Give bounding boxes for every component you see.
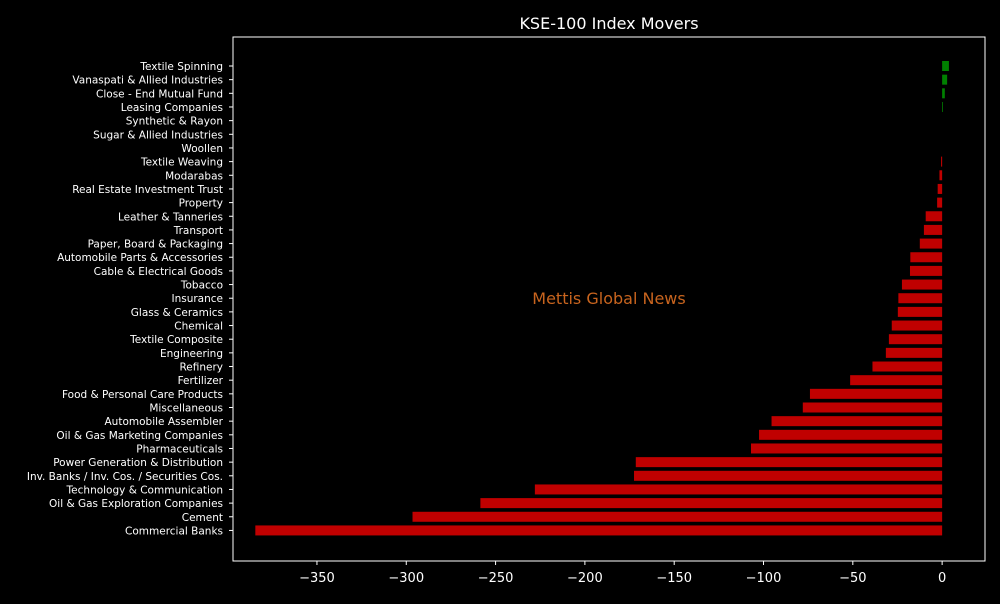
bar [885, 347, 943, 358]
bar [898, 293, 943, 304]
category-label: Fertilizer [178, 375, 224, 387]
bar [480, 498, 943, 509]
category-labels-group: Textile Spinning Vanaspati & Allied Indus… [27, 61, 233, 537]
bar [942, 74, 948, 85]
bar [771, 416, 943, 427]
bar [534, 484, 943, 495]
bar [751, 443, 943, 454]
bar [872, 361, 943, 372]
x-tick-label: −200 [567, 571, 603, 586]
category-label: Inv. Banks / Inv. Cos. / Securities Cos. [27, 471, 223, 483]
bar [888, 334, 943, 345]
category-label: Commercial Banks [125, 525, 223, 537]
category-label: Food & Personal Care Products [62, 389, 223, 401]
x-axis: −350 −300 −250 −200 −150 −100 −50 0 [299, 561, 946, 586]
chart-title: KSE-100 Index Movers [519, 14, 698, 33]
category-label: Cable & Electrical Goods [94, 266, 223, 278]
plot-area-frame [232, 36, 986, 562]
bar [850, 375, 943, 386]
category-label: Property [179, 198, 223, 210]
category-label: Paper, Board & Packaging [88, 239, 223, 251]
bar [939, 170, 943, 181]
category-label: Leasing Companies [121, 102, 223, 114]
bar [937, 197, 943, 208]
bar [891, 320, 943, 331]
category-label: Cement [182, 512, 223, 524]
bar [942, 101, 943, 112]
bar [255, 525, 943, 536]
bars-group [255, 61, 949, 536]
watermark-text: Mettis Global News [532, 289, 685, 308]
category-label: Transport [173, 225, 223, 237]
x-tick-label: −250 [478, 571, 514, 586]
category-label: Refinery [179, 362, 223, 374]
bar [897, 306, 943, 317]
category-label: Oil & Gas Marketing Companies [56, 430, 223, 442]
category-label: Oil & Gas Exploration Companies [49, 498, 223, 510]
bar [901, 279, 943, 290]
category-label: Pharmaceuticals [136, 443, 223, 455]
bar [925, 211, 943, 222]
bar [919, 238, 943, 249]
category-label: Woollen [181, 143, 223, 155]
bar [909, 265, 943, 276]
bar [942, 61, 949, 71]
category-label: Miscellaneous [149, 403, 223, 415]
category-label: Insurance [171, 293, 223, 305]
bar [910, 252, 943, 263]
category-label: Synthetic & Rayon [126, 116, 223, 128]
category-label: Textile Weaving [140, 157, 223, 169]
category-label: Textile Spinning [139, 61, 223, 73]
category-label: Textile Composite [129, 334, 223, 346]
category-label: Technology & Communication [66, 484, 223, 496]
category-label: Real Estate Investment Trust [72, 184, 223, 196]
category-label: Glass & Ceramics [131, 307, 223, 319]
x-tick-label: 0 [938, 571, 946, 586]
x-tick-label: −100 [746, 571, 782, 586]
category-label: Vanaspati & Allied Industries [72, 75, 223, 87]
x-tick-label: −300 [388, 571, 424, 586]
category-label: Close - End Mutual Fund [96, 88, 223, 100]
x-tick-label: −150 [656, 571, 692, 586]
bar [759, 429, 943, 440]
category-label: Sugar & Allied Industries [93, 129, 223, 141]
bar [942, 88, 945, 99]
bar [937, 183, 943, 194]
category-label: Modarabas [165, 170, 223, 182]
category-label: Automobile Parts & Accessories [57, 252, 223, 264]
bar [802, 402, 943, 413]
bar [634, 470, 943, 481]
category-label: Tobacco [180, 280, 223, 292]
category-label: Engineering [160, 348, 223, 360]
category-label: Automobile Assembler [105, 416, 224, 428]
bar [809, 388, 943, 399]
bar [635, 457, 943, 468]
category-label: Leather & Tanneries [118, 211, 223, 223]
bar [923, 224, 943, 235]
x-tick-label: −50 [839, 571, 866, 586]
bar [941, 156, 943, 167]
category-label: Chemical [174, 321, 223, 333]
bar [412, 511, 943, 522]
x-tick-label: −350 [299, 571, 335, 586]
category-label: Power Generation & Distribution [53, 457, 223, 469]
